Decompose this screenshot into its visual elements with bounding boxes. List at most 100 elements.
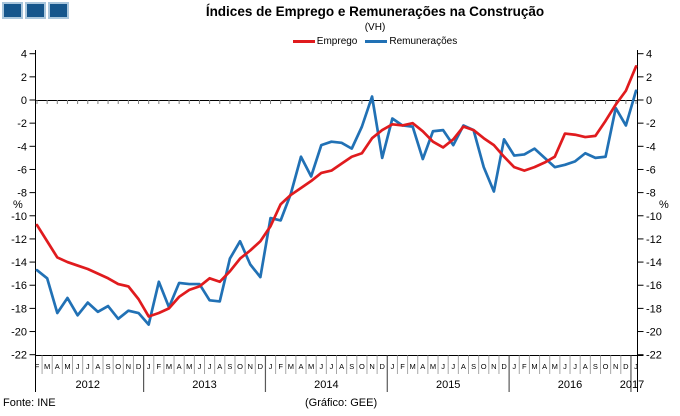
- year-label: 2013: [192, 379, 216, 391]
- month-label: A: [55, 362, 60, 371]
- y-tick-label-right: -18: [646, 303, 662, 315]
- emprego-line: [35, 65, 638, 318]
- month-label: J: [208, 362, 212, 371]
- y-unit-label-right: %: [659, 199, 669, 211]
- month-label: M: [44, 362, 50, 371]
- y-tick-label-right: 0: [646, 95, 652, 107]
- y-tick-label-right: -4: [646, 141, 656, 153]
- month-label: J: [86, 362, 90, 371]
- y-tick-label-left: -12: [11, 234, 27, 246]
- month-label: A: [461, 362, 466, 371]
- month-label: M: [288, 362, 294, 371]
- y-tick-label-left: -16: [11, 280, 27, 292]
- emprego-line-swatch: [292, 40, 315, 43]
- month-label: M: [430, 362, 436, 371]
- y-tick-label-right: 4: [646, 49, 652, 61]
- month-label: N: [613, 362, 618, 371]
- legend-item-emprego: Emprego: [292, 36, 357, 47]
- month-label: A: [420, 362, 425, 371]
- month-label: A: [298, 362, 303, 371]
- month-label: D: [501, 362, 507, 371]
- month-label: M: [410, 362, 416, 371]
- year-label: 2012: [76, 379, 100, 391]
- y-tick-label-left: 0: [21, 95, 27, 107]
- month-label: S: [471, 362, 476, 371]
- month-label: M: [166, 362, 172, 371]
- y-tick-label-right: -8: [646, 188, 656, 200]
- month-label: J: [198, 362, 202, 371]
- y-tick-label-left: 2: [21, 72, 27, 84]
- y-tick-label-right: 2: [646, 72, 652, 84]
- y-tick-label-left: -10: [11, 211, 27, 223]
- month-label: D: [379, 362, 385, 371]
- month-label: F: [157, 362, 162, 371]
- remuneracoes-line: [35, 89, 638, 326]
- month-label: A: [95, 362, 100, 371]
- y-tick-label-right: -14: [646, 257, 662, 269]
- remuneracoes-line-swatch: [365, 40, 388, 43]
- month-label: D: [623, 362, 629, 371]
- y-tick-label-right: -22: [646, 350, 662, 362]
- month-label: J: [451, 362, 455, 371]
- year-label: 2017: [620, 379, 644, 391]
- month-label: N: [248, 362, 253, 371]
- month-label: M: [186, 362, 192, 371]
- month-label: S: [593, 362, 598, 371]
- month-label: J: [390, 362, 394, 371]
- y-tick-label-left: -6: [17, 164, 27, 176]
- month-label: J: [76, 362, 80, 371]
- credit-note: (Gráfico: GEE): [305, 397, 378, 409]
- month-label: J: [147, 362, 151, 371]
- month-label: F: [522, 362, 527, 371]
- chart-title: Índices de Emprego e Remunerações na Con…: [205, 4, 545, 19]
- legend-label-remuneracoes: Remunerações: [389, 36, 458, 47]
- month-label: J: [319, 362, 323, 371]
- y-tick-label-left: -20: [11, 327, 27, 339]
- month-label: J: [441, 362, 445, 371]
- month-label: A: [339, 362, 344, 371]
- logo-square-1: [2, 2, 23, 19]
- month-label: O: [603, 362, 609, 371]
- month-label: M: [64, 362, 70, 371]
- y-tick-label-right: -16: [646, 280, 662, 292]
- month-label: J: [269, 362, 273, 371]
- month-label: J: [330, 362, 334, 371]
- year-label: 2014: [314, 379, 338, 391]
- y-tick-label-left: -4: [17, 141, 27, 153]
- source-note: Fonte: INE: [3, 397, 56, 409]
- y-tick-label-left: 4: [21, 49, 27, 61]
- y-tick-label-left: -18: [11, 303, 27, 315]
- month-label: F: [400, 362, 405, 371]
- month-label: F: [278, 362, 283, 371]
- month-label: A: [542, 362, 547, 371]
- month-label: D: [258, 362, 264, 371]
- logo: [2, 2, 69, 19]
- month-label: S: [349, 362, 354, 371]
- month-label: A: [217, 362, 222, 371]
- y-tick-label-right: -10: [646, 211, 662, 223]
- legend-item-remuneracoes: Remunerações: [365, 36, 457, 47]
- y-tick-label-right: -12: [646, 234, 662, 246]
- month-label: O: [481, 362, 487, 371]
- month-label: J: [634, 362, 638, 371]
- year-label: 2015: [436, 379, 460, 391]
- month-label: N: [126, 362, 131, 371]
- month-label: D: [136, 362, 142, 371]
- y-tick-label-right: -6: [646, 164, 656, 176]
- y-tick-label-left: -14: [11, 257, 27, 269]
- month-label: A: [177, 362, 182, 371]
- month-label: N: [491, 362, 496, 371]
- y-tick-label-right: -2: [646, 118, 656, 130]
- month-label: A: [583, 362, 588, 371]
- y-tick-label-left: -22: [11, 350, 27, 362]
- legend: Emprego Remunerações: [0, 36, 680, 47]
- y-unit-label-left: %: [13, 199, 23, 211]
- logo-square-3: [48, 2, 69, 19]
- month-label: O: [115, 362, 121, 371]
- month-label: F: [35, 362, 40, 371]
- month-label: J: [563, 362, 567, 371]
- month-label: N: [369, 362, 374, 371]
- month-label: O: [359, 362, 365, 371]
